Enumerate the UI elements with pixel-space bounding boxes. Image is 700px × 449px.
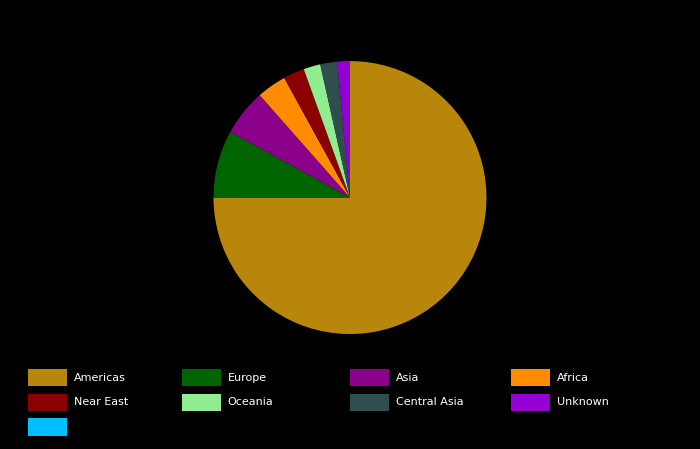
Wedge shape: [214, 61, 486, 334]
Text: Oceania: Oceania: [228, 397, 273, 407]
Text: Americas: Americas: [74, 373, 125, 383]
Text: Unknown: Unknown: [556, 397, 608, 407]
Text: Europe: Europe: [228, 373, 267, 383]
Wedge shape: [284, 69, 350, 198]
Wedge shape: [214, 132, 350, 198]
Text: Near East: Near East: [74, 397, 127, 407]
Text: Central Asia: Central Asia: [395, 397, 463, 407]
Wedge shape: [260, 78, 350, 198]
Text: Africa: Africa: [556, 373, 589, 383]
Wedge shape: [304, 64, 350, 198]
Wedge shape: [230, 95, 350, 198]
Wedge shape: [337, 61, 350, 198]
Wedge shape: [320, 62, 350, 198]
Text: Asia: Asia: [395, 373, 419, 383]
